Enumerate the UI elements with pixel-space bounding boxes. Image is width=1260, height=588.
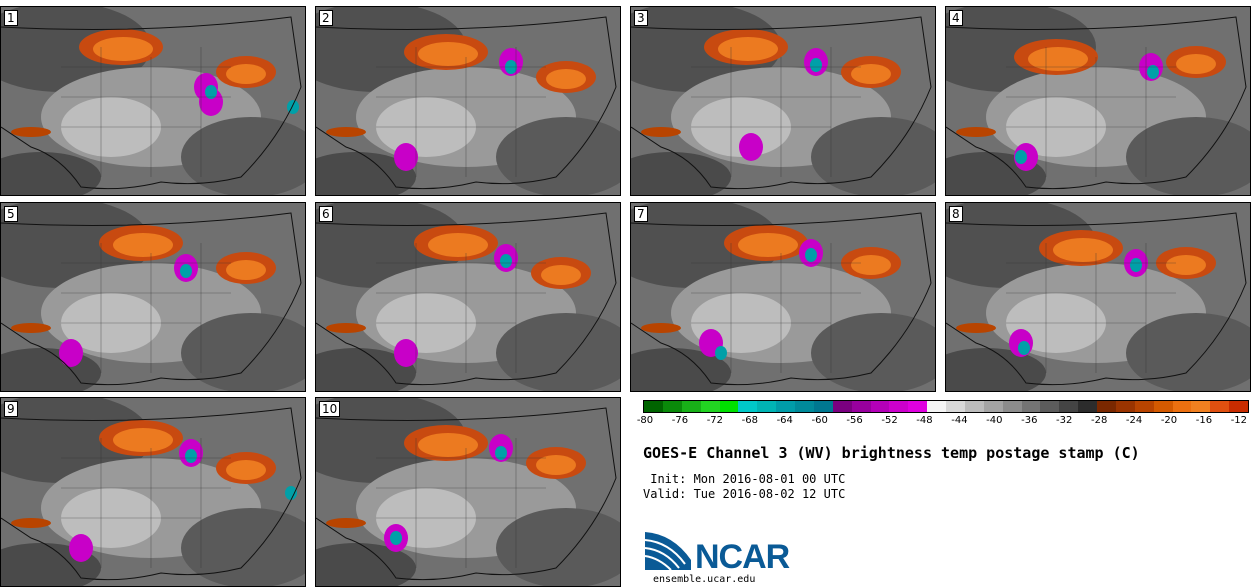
panel-label: 1 (4, 10, 18, 26)
wv-map-6 (316, 203, 620, 391)
color-swatch (644, 401, 663, 412)
color-tick-label: -56 (846, 415, 863, 426)
color-tick-label: -32 (1056, 415, 1073, 426)
color-swatch (1040, 401, 1060, 412)
init-time: Init: Mon 2016-08-01 00 UTC (643, 472, 846, 486)
color-swatch (700, 401, 720, 412)
stamp-panel-4: 4 (945, 6, 1251, 196)
panel-label: 7 (634, 206, 648, 222)
color-swatch (1059, 401, 1079, 412)
site-url: ensemble.ucar.edu (653, 574, 756, 585)
panel-label: 8 (949, 206, 963, 222)
color-swatch (908, 401, 928, 412)
color-tick-label: -28 (1090, 415, 1108, 426)
ncar-logo-icon (644, 532, 691, 571)
color-tick-label: -60 (811, 415, 828, 426)
wv-map-4 (946, 7, 1250, 195)
panel-label: 6 (319, 206, 333, 222)
color-swatch (1191, 401, 1211, 412)
color-swatch (681, 401, 701, 412)
color-swatch (1097, 401, 1116, 412)
color-tick-label: -52 (881, 415, 898, 426)
color-swatch (889, 401, 909, 412)
panel-label: 4 (949, 10, 963, 26)
color-tick-label: -36 (1021, 415, 1038, 426)
color-swatch (1229, 401, 1248, 412)
color-swatch (946, 401, 965, 412)
panel-label: 3 (634, 10, 648, 26)
color-swatch (1210, 401, 1230, 412)
color-swatch (1002, 401, 1022, 412)
color-swatch (870, 401, 890, 412)
color-tick-label: -64 (776, 415, 793, 426)
color-swatch (964, 401, 984, 412)
color-swatch (851, 401, 871, 412)
wv-map-3 (631, 7, 935, 195)
color-swatch (832, 401, 852, 412)
color-tick-label: -80 (636, 415, 654, 426)
wv-map-9 (1, 398, 305, 586)
color-tick-label: -68 (741, 415, 758, 426)
stamp-panel-6: 6 (315, 202, 621, 392)
figure-title: GOES-E Channel 3 (WV) brightness temp po… (643, 444, 1140, 462)
wv-map-2 (316, 7, 620, 195)
color-swatch (738, 401, 758, 412)
color-swatch (1134, 401, 1154, 412)
logo-wordmark: NCAR (695, 538, 790, 576)
color-swatch (795, 401, 814, 412)
color-tick-label: -24 (1125, 415, 1143, 426)
color-tick-label: -44 (951, 415, 968, 426)
color-swatch (719, 401, 739, 412)
color-swatch (1115, 401, 1135, 412)
panel-label: 2 (319, 10, 333, 26)
color-tick-label: -20 (1160, 415, 1178, 426)
color-swatch (1172, 401, 1192, 412)
color-swatch (813, 401, 833, 412)
color-swatch (1078, 401, 1097, 412)
color-tick-label: -76 (671, 415, 689, 426)
stamp-panel-7: 7 (630, 202, 936, 392)
color-tick-label: -16 (1195, 415, 1213, 426)
color-swatch (1153, 401, 1173, 412)
stamp-panel-3: 3 (630, 6, 936, 196)
color-swatch (776, 401, 795, 412)
color-tick-label: -40 (986, 415, 1003, 426)
color-scale-ticks: -80 -76 -72 -68 -64 -60 -56 -52 -48 -44 -40 -36 -32 -… (637, 415, 1249, 429)
color-tick-label: -48 (916, 415, 933, 426)
color-tick-label: -72 (706, 415, 724, 426)
stamp-panel-10: 10 (315, 397, 621, 587)
stamp-panel-1: 1 (0, 6, 306, 196)
panel-label: 10 (319, 401, 341, 417)
color-swatch (662, 401, 682, 412)
color-swatch (757, 401, 777, 412)
wv-map-8 (946, 203, 1250, 391)
valid-time: Valid: Tue 2016-08-02 12 UTC (643, 487, 846, 501)
stamp-panel-9: 9 (0, 397, 306, 587)
panel-label: 5 (4, 206, 18, 222)
color-swatch (983, 401, 1003, 412)
wv-map-5 (1, 203, 305, 391)
wv-map-1 (1, 7, 305, 195)
panel-label: 9 (4, 401, 18, 417)
stamp-panel-5: 5 (0, 202, 306, 392)
color-swatch (927, 401, 946, 412)
color-scale-bar (643, 400, 1249, 413)
wv-map-10 (316, 398, 620, 586)
stamp-panel-2: 2 (315, 6, 621, 196)
color-swatch (1021, 401, 1041, 412)
stamp-panel-8: 8 (945, 202, 1251, 392)
wv-map-7 (631, 203, 935, 391)
color-tick-label: -12 (1230, 415, 1248, 426)
